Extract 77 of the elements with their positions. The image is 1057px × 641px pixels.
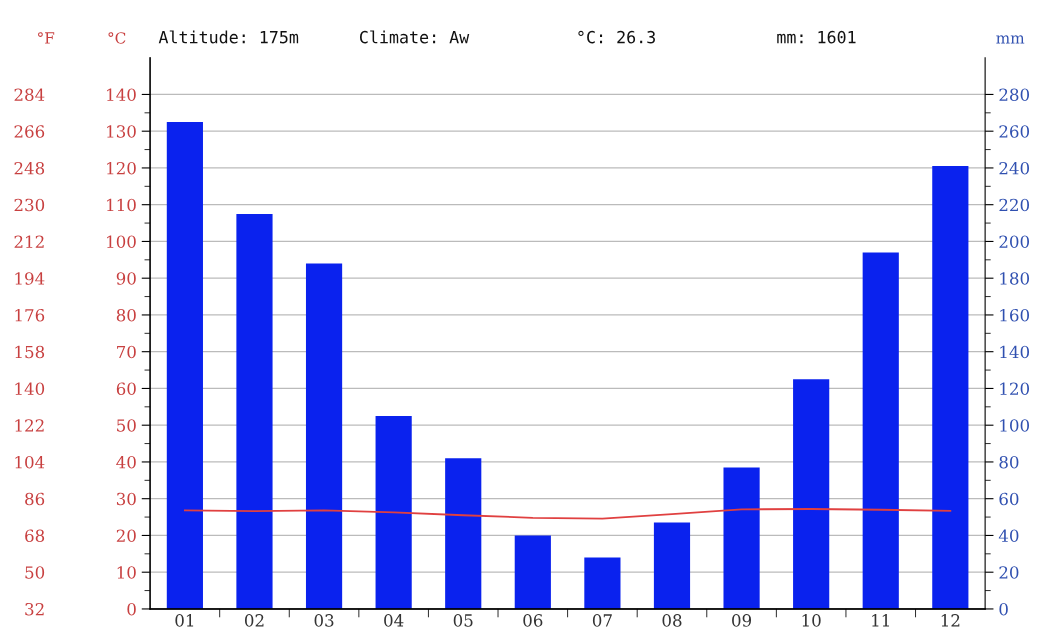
- y-tick-label: 0: [127, 602, 136, 616]
- bar: [653, 522, 691, 609]
- y-tick-label: 110: [107, 198, 136, 212]
- y3-tick-label: 140: [15, 382, 45, 396]
- bar: [514, 535, 551, 609]
- y-tick-label: 130: [107, 125, 136, 138]
- text: °C: 26.3: [578, 30, 655, 44]
- line-series: [183, 508, 952, 520]
- y2-tick-label: 20: [999, 566, 1019, 579]
- y-axis-title: °C: [108, 32, 126, 44]
- x-tick-label: 08: [662, 614, 682, 627]
- y2-tick-label: 100: [1000, 419, 1030, 432]
- y2-tick-label: 240: [999, 161, 1030, 175]
- y-tick-label: 100: [107, 235, 136, 249]
- bar: [723, 467, 760, 609]
- x-tick-label: 06: [523, 614, 543, 627]
- y2-axis-title: mm: [996, 35, 1025, 44]
- y-tick-label: 60: [116, 382, 136, 396]
- x-tick-label: 12: [941, 614, 960, 627]
- y3-tick-label: 212: [14, 235, 44, 248]
- y2-tick-label: 180: [1000, 272, 1030, 285]
- y3-tick-label: 50: [25, 566, 45, 579]
- x-tick-label: 04: [384, 614, 404, 627]
- y-tick-label: 70: [117, 345, 136, 359]
- x-tick-label: 11: [872, 614, 889, 627]
- y3-tick-label: 158: [15, 345, 45, 359]
- y3-tick-label: 266: [14, 125, 45, 138]
- y3-tick-label: 230: [14, 198, 45, 212]
- y3-axis-title: °F: [38, 32, 55, 44]
- x-tick-label: 05: [453, 614, 473, 627]
- y-tick-label: 40: [116, 455, 136, 469]
- y2-tick-label: 160: [1000, 308, 1030, 322]
- bar: [862, 252, 899, 609]
- y-tick-label: 90: [116, 272, 136, 285]
- y2-tick-label: 0: [999, 602, 1008, 616]
- bar: [793, 379, 830, 609]
- y2-tick-label: 260: [999, 125, 1030, 138]
- y2-tick-label: 140: [1000, 345, 1030, 359]
- y3-tick-label: 104: [15, 455, 45, 469]
- y3-tick-label: 248: [14, 161, 45, 175]
- bar: [236, 213, 273, 609]
- x-tick-label: 02: [244, 614, 264, 627]
- x-tick-label: 09: [732, 614, 752, 627]
- y3-tick-label: 32: [25, 602, 44, 616]
- y3-tick-label: 194: [15, 272, 45, 285]
- x-tick-label: 10: [802, 614, 821, 627]
- y3-tick-label: 284: [14, 88, 45, 102]
- y-tick-label: 120: [107, 161, 136, 175]
- y-tick-label: 10: [117, 566, 136, 579]
- y-tick-label: 140: [107, 88, 136, 102]
- bar: [375, 416, 412, 609]
- bar: [166, 122, 203, 609]
- y2-tick-label: 200: [999, 235, 1030, 249]
- text: Climate: Aw: [359, 30, 470, 44]
- bar: [445, 458, 482, 609]
- text: Altitude: 175m: [158, 30, 299, 44]
- bar: [584, 557, 621, 609]
- y2-tick-label: 220: [999, 198, 1030, 212]
- x-tick-label: 01: [175, 614, 194, 627]
- y2-tick-label: 80: [999, 455, 1019, 469]
- y-tick-label: 20: [116, 529, 136, 543]
- y3-tick-label: 176: [15, 308, 45, 322]
- y-tick-label: 30: [116, 492, 136, 506]
- y2-tick-label: 40: [998, 529, 1019, 543]
- y2-tick-label: 60: [999, 492, 1019, 506]
- x-tick-label: 03: [314, 614, 334, 627]
- y3-tick-label: 122: [15, 419, 44, 432]
- bar: [305, 263, 343, 609]
- x-tick-label: 07: [592, 614, 612, 627]
- y2-tick-label: 120: [1000, 382, 1030, 396]
- y2-tick-label: 280: [999, 88, 1030, 102]
- y-tick-label: 80: [116, 308, 136, 322]
- y3-tick-label: 86: [25, 492, 45, 506]
- y-tick-label: 50: [117, 419, 136, 432]
- y3-tick-label: 68: [25, 529, 45, 543]
- bar: [932, 166, 969, 609]
- text: mm: 1601: [777, 30, 856, 44]
